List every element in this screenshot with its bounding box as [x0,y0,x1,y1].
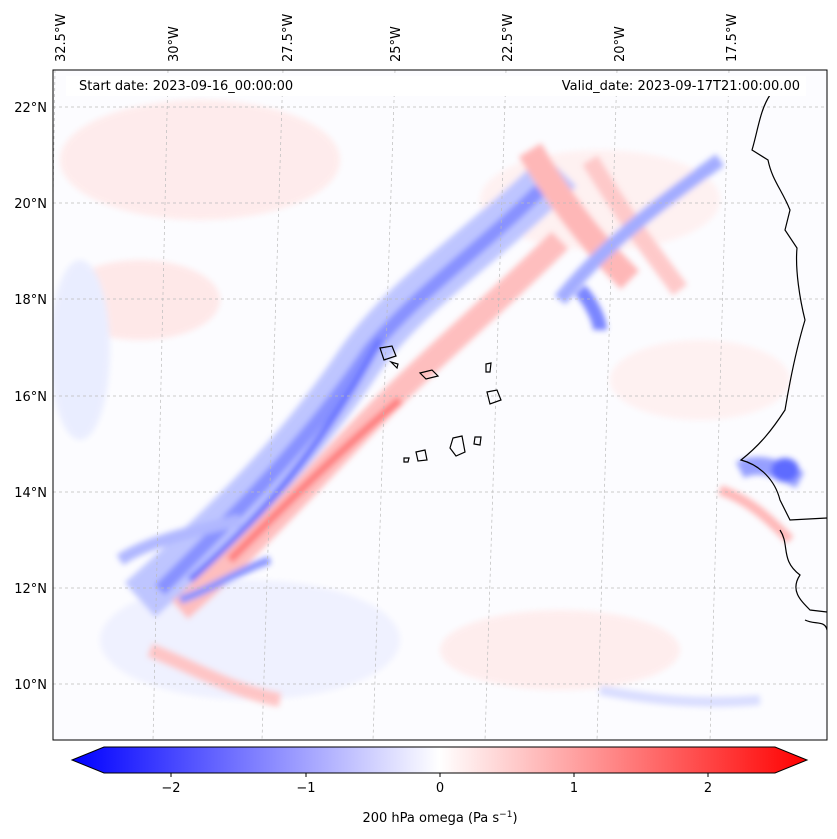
colorbar-tick: −2 [161,781,180,796]
map-gridlines [53,70,827,740]
colorbar-tick: 1 [570,781,578,796]
lat-label: 10°N [14,678,47,693]
omega-field [53,100,805,707]
lat-label: 20°N [14,197,47,212]
lon-label: 32.5°W [54,14,69,62]
colorbar-tick: 2 [704,781,712,796]
lon-labels: 32.5°W 30°W 27.5°W 25°W 22.5°W 20°W 17.5… [54,14,740,62]
lon-label: 30°W [167,26,182,62]
lon-label: 25°W [389,26,404,62]
colorbar-label: 200 hPa omega (Pa s−1) [362,810,517,826]
colorbar-bar [70,746,809,774]
lat-label: 16°N [14,390,47,405]
lon-label: 22.5°W [501,14,516,62]
colorbar-tick: 0 [436,781,444,796]
lon-label: 20°W [613,26,628,62]
lat-label: 18°N [14,293,47,308]
lon-label: 17.5°W [725,14,740,62]
colorbar-tick: −1 [296,781,315,796]
valid-date: Valid_date: 2023-09-17T21:00:00.00 [562,79,800,94]
lat-label: 12°N [14,582,47,597]
lat-labels: 22°N 20°N 18°N 16°N 14°N 12°N 10°N [14,101,47,693]
map-frame [52,69,828,741]
start-date: Start date: 2023-09-16_00:00:00 [79,79,293,94]
lat-label: 14°N [14,486,47,501]
map-panel: Start date: 2023-09-16_00:00:00 Valid_da… [52,69,828,741]
header-strip [66,76,806,96]
islands [379,345,502,463]
lat-label: 22°N [14,101,47,116]
coastline [739,94,827,631]
lon-label: 27.5°W [281,14,296,62]
colorbar: −2 −1 0 1 2 200 hPa omega (Pa s−1) [70,746,809,826]
